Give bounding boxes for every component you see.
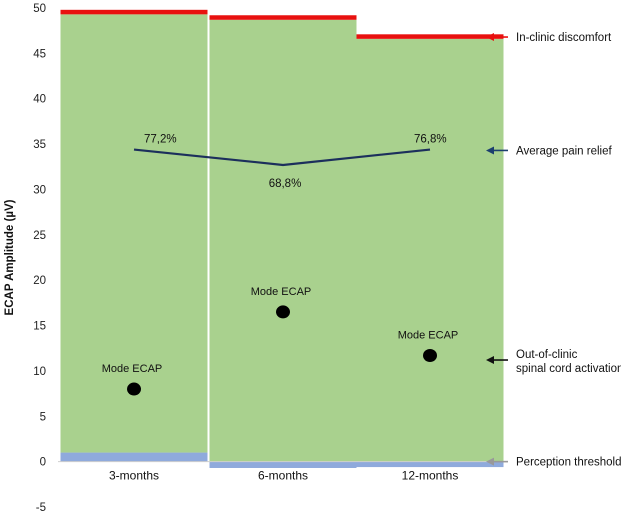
annotation-arrowhead xyxy=(486,33,494,42)
annotation-label: In-clinic discomfort xyxy=(516,32,612,44)
annotation-arrowhead xyxy=(486,457,494,466)
y-tick-label: 10 xyxy=(33,366,46,378)
annotation-arrowhead xyxy=(486,356,494,365)
discomfort-bar xyxy=(209,15,357,20)
y-tick-label: 15 xyxy=(33,321,46,333)
mode-ecap-series: Mode ECAP Mode ECAP Mode ECAP xyxy=(102,286,459,396)
mode-ecap-label: Mode ECAP xyxy=(398,329,459,341)
pain-relief-series: 77,2% 68,8% 76,8% xyxy=(133,134,447,190)
mode-ecap-label: Mode ECAP xyxy=(102,363,163,375)
x-category-label: 3-months xyxy=(109,469,159,483)
y-tick-label: 25 xyxy=(33,230,46,242)
legend-annotations: In-clinic discomfort Average pain relief O… xyxy=(486,32,621,469)
mode-ecap-label: Mode ECAP xyxy=(251,286,312,298)
pain-relief-line xyxy=(133,148,431,167)
mode-ecap-point xyxy=(276,305,290,319)
y-tick-label: 50 xyxy=(33,3,46,15)
y-tick-label: 5 xyxy=(40,411,46,423)
y-tick-label: 35 xyxy=(33,139,46,151)
y-tick-label: 0 xyxy=(40,457,46,469)
x-axis: 3-months 6-months 12-months xyxy=(109,469,458,483)
mode-ecap-point xyxy=(423,348,437,362)
y-tick-label: 45 xyxy=(33,48,46,60)
pain-relief-data-label: 77,2% xyxy=(144,134,177,146)
y-tick-label: 20 xyxy=(33,275,46,287)
perception-threshold-bar xyxy=(60,452,208,462)
perception-threshold-bar xyxy=(356,461,504,468)
y-tick-label: 40 xyxy=(33,94,46,106)
annotation-label: spinal cord activation xyxy=(516,363,621,375)
y-axis-label: ECAP Amplitude (µV) xyxy=(4,199,16,315)
annotation-label: Average pain relief xyxy=(516,145,612,157)
discomfort-bar xyxy=(356,34,504,39)
perception-threshold-bar xyxy=(209,461,357,468)
activation-bar xyxy=(356,38,504,462)
discomfort-bar xyxy=(60,9,208,15)
x-category-label: 6-months xyxy=(258,469,308,483)
activation-bar xyxy=(60,14,208,453)
x-category-label: 12-months xyxy=(402,469,459,483)
y-axis: -5 0 5 10 15 20 25 30 35 40 45 50 xyxy=(33,3,46,514)
pain-relief-data-label: 76,8% xyxy=(414,134,447,146)
y-tick-label: 30 xyxy=(33,184,46,196)
mode-ecap-point xyxy=(127,382,141,396)
pain-relief-data-label: 68,8% xyxy=(269,178,302,190)
y-tick-label: -5 xyxy=(36,502,46,514)
annotation-label: Out-of-clinic xyxy=(516,349,578,361)
annotation-label: Perception threshold xyxy=(516,457,621,469)
activation-bar xyxy=(209,19,357,462)
annotation-arrowhead xyxy=(486,146,494,155)
bars xyxy=(60,9,504,468)
